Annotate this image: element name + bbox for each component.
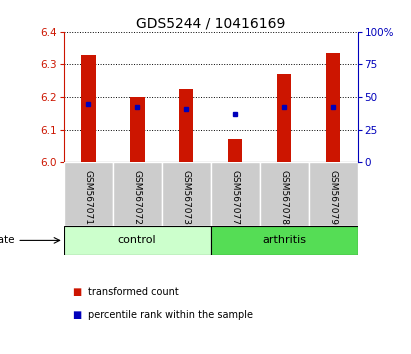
FancyBboxPatch shape [260, 162, 309, 226]
Title: GDS5244 / 10416169: GDS5244 / 10416169 [136, 17, 285, 31]
Bar [326, 53, 340, 162]
Text: GSM567079: GSM567079 [328, 170, 337, 225]
Text: GSM567072: GSM567072 [133, 170, 142, 225]
Bar [130, 97, 145, 162]
Text: arthritis: arthritis [262, 235, 306, 245]
Bar [277, 74, 291, 162]
Text: GSM567077: GSM567077 [231, 170, 240, 225]
Text: GSM567078: GSM567078 [279, 170, 289, 225]
FancyBboxPatch shape [64, 162, 113, 226]
FancyBboxPatch shape [162, 162, 211, 226]
Bar [228, 139, 242, 162]
Bar [81, 55, 95, 162]
FancyBboxPatch shape [211, 162, 260, 226]
Text: GSM567073: GSM567073 [182, 170, 191, 225]
Bar [64, 226, 210, 255]
Bar [211, 226, 358, 255]
Bar [179, 89, 194, 162]
Text: ■: ■ [72, 310, 81, 320]
Text: GSM567071: GSM567071 [84, 170, 93, 225]
Text: control: control [118, 235, 157, 245]
Text: ■: ■ [72, 287, 81, 297]
FancyBboxPatch shape [113, 162, 162, 226]
Text: percentile rank within the sample: percentile rank within the sample [88, 310, 253, 320]
Text: transformed count: transformed count [88, 287, 179, 297]
Text: disease state: disease state [0, 235, 15, 245]
FancyBboxPatch shape [309, 162, 358, 226]
